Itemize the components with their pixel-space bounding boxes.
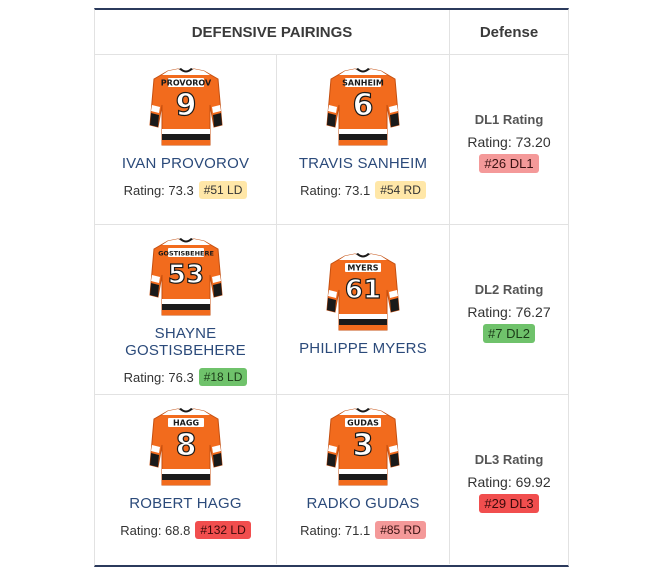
- jersey: SANHEIM 6: [277, 65, 449, 151]
- left-defense-cell: GOSTISBEHERE 53 SHAYNE GOSTISBEHERE Rati…: [95, 225, 277, 394]
- player-name[interactable]: TRAVIS SANHEIM: [298, 155, 428, 172]
- player-rating: Rating: 71.1: [300, 522, 371, 538]
- line-rating-title: DL1 Rating: [474, 112, 544, 127]
- jersey-name: SANHEIM: [342, 79, 384, 88]
- jersey: GUDAS 3: [277, 405, 449, 491]
- pairing-row: GOSTISBEHERE 53 SHAYNE GOSTISBEHERE Rati…: [95, 225, 568, 395]
- player-rating-row: Rating: 76.3 #18 LD: [95, 368, 276, 386]
- player-rank-badge: #54 RD: [375, 181, 426, 199]
- player-rating-row: Rating: 73.3 #51 LD: [95, 181, 276, 199]
- player-card: SANHEIM 6 TRAVIS SANHEIM Rating: 73.1 #5…: [277, 65, 449, 199]
- player-rank-badge: #51 LD: [198, 181, 248, 199]
- player-card: PROVOROV 9 IVAN PROVOROV Rating: 73.3 #5…: [95, 65, 276, 199]
- jersey-number: 9: [175, 88, 196, 123]
- line-rating-value: Rating: 69.92: [467, 474, 551, 490]
- player-rating: Rating: 73.1: [300, 182, 371, 198]
- jersey-icon: GOSTISBEHERE 53: [148, 238, 223, 316]
- line-rank-badge: #26 DL1: [479, 154, 539, 173]
- pairing-row: PROVOROV 9 IVAN PROVOROV Rating: 73.3 #5…: [95, 55, 568, 225]
- player-rank-badge: #85 RD: [375, 521, 426, 539]
- player-rating: Rating: 68.8: [120, 522, 191, 538]
- defensive-pairings-table: DEFENSIVE PAIRINGS Defense PROVORO: [94, 8, 569, 567]
- line-rating-cell: DL1 Rating Rating: 73.20 #26 DL1: [450, 55, 568, 224]
- jersey-name: PROVOROV: [160, 79, 211, 88]
- jersey: PROVOROV 9: [95, 65, 276, 151]
- jersey-number: 61: [345, 275, 381, 305]
- player-rating: Rating: 76.3: [123, 369, 194, 385]
- jersey: GOSTISBEHERE 53: [95, 235, 276, 321]
- line-rank-badge: #7 DL2: [483, 324, 535, 343]
- jersey-name: MYERS: [347, 264, 378, 273]
- player-rank-badge: #132 LD: [195, 521, 251, 539]
- jersey-icon: PROVOROV 9: [148, 68, 223, 146]
- jersey-icon: SANHEIM 6: [326, 68, 400, 146]
- jersey-number: 8: [175, 428, 196, 463]
- line-rating-cell: DL2 Rating Rating: 76.27 #7 DL2: [450, 225, 568, 394]
- jersey-icon: HAGG 8: [148, 408, 223, 486]
- right-defense-cell: GUDAS 3 RADKO GUDAS Rating: 71.1 #85 RD: [277, 395, 450, 564]
- jersey-number: 6: [353, 88, 374, 123]
- player-card: GOSTISBEHERE 53 SHAYNE GOSTISBEHERE Rati…: [95, 235, 276, 386]
- jersey-name: GOSTISBEHERE: [158, 250, 214, 258]
- player-card: HAGG 8 ROBERT HAGG Rating: 68.8 #132 LD: [95, 405, 276, 539]
- line-rating-title: DL2 Rating: [474, 282, 544, 297]
- left-defense-cell: HAGG 8 ROBERT HAGG Rating: 68.8 #132 LD: [95, 395, 277, 564]
- jersey: HAGG 8: [95, 405, 276, 491]
- player-card: GUDAS 3 RADKO GUDAS Rating: 71.1 #85 RD: [277, 405, 449, 539]
- player-name[interactable]: SHAYNE GOSTISBEHERE: [125, 325, 246, 359]
- right-defense-cell: SANHEIM 6 TRAVIS SANHEIM Rating: 73.1 #5…: [277, 55, 450, 224]
- line-rank-badge: #29 DL3: [479, 494, 539, 513]
- player-rank-badge: #18 LD: [198, 368, 248, 386]
- jersey-icon: GUDAS 3: [326, 408, 400, 486]
- player-name[interactable]: IVAN PROVOROV: [121, 155, 250, 172]
- player-card: MYERS 61 PHILIPPE MYERS: [277, 250, 449, 357]
- left-defense-cell: PROVOROV 9 IVAN PROVOROV Rating: 73.3 #5…: [95, 55, 277, 224]
- jersey-icon: MYERS 61: [326, 253, 400, 331]
- jersey-name: GUDAS: [347, 419, 379, 428]
- player-rating-row: Rating: 73.1 #54 RD: [277, 181, 449, 199]
- line-rating-cell: DL3 Rating Rating: 69.92 #29 DL3: [450, 395, 568, 564]
- jersey-name: HAGG: [172, 419, 198, 428]
- player-name[interactable]: ROBERT HAGG: [129, 495, 242, 512]
- line-rating-title: DL3 Rating: [474, 452, 544, 467]
- pairing-row: HAGG 8 ROBERT HAGG Rating: 68.8 #132 LD: [95, 395, 568, 564]
- jersey: MYERS 61: [277, 250, 449, 336]
- player-rating-row: Rating: 68.8 #132 LD: [95, 521, 276, 539]
- line-rating-value: Rating: 76.27: [467, 304, 551, 320]
- player-rating-row: Rating: 71.1 #85 RD: [277, 521, 449, 539]
- right-defense-cell: MYERS 61 PHILIPPE MYERS: [277, 225, 450, 394]
- header-defensive-pairings: DEFENSIVE PAIRINGS: [95, 10, 450, 55]
- player-name[interactable]: PHILIPPE MYERS: [299, 340, 427, 357]
- player-name[interactable]: RADKO GUDAS: [306, 495, 420, 512]
- line-rating-value: Rating: 73.20: [467, 134, 551, 150]
- header-defense: Defense: [450, 10, 568, 55]
- player-rating: Rating: 73.3: [123, 182, 194, 198]
- jersey-number: 53: [167, 260, 203, 290]
- jersey-number: 3: [353, 428, 374, 463]
